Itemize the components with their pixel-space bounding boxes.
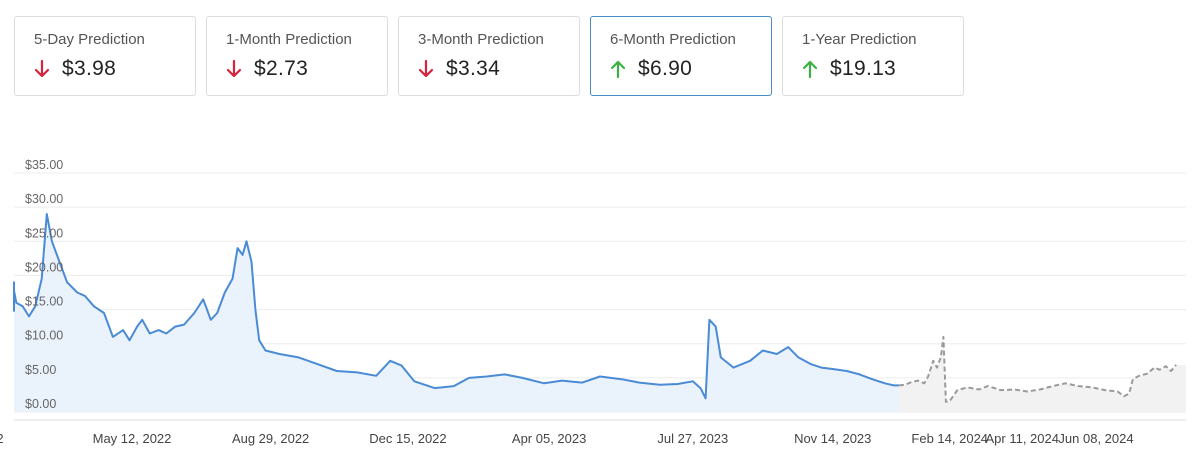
- y-tick-label: $25.00: [25, 226, 63, 240]
- prediction-card-value-row: $6.90: [610, 57, 771, 81]
- prediction-card-label: 1-Year Prediction: [802, 31, 917, 48]
- prediction-card-value: $3.34: [446, 57, 501, 80]
- y-tick-label: $5.00: [25, 363, 56, 377]
- prediction-card-value-row: $2.73: [226, 57, 387, 81]
- x-tick-label: Apr 11, 2024: [985, 431, 1058, 446]
- prediction-card-3-month[interactable]: 3-Month Prediction $3.34: [398, 16, 580, 96]
- chart-areas: [14, 214, 1186, 412]
- x-tick-label: Apr 05, 2023: [512, 431, 586, 446]
- prediction-card-value: $19.13: [830, 57, 897, 80]
- x-tick-label: Jun 08, 2024: [1058, 431, 1133, 446]
- arrow-up-icon: [802, 60, 818, 79]
- x-tick-label: May 12, 2022: [93, 431, 172, 446]
- y-tick-label: $0.00: [25, 397, 56, 411]
- y-axis: $0.00 $5.00 $10.00 $15.00 $20.00 $25.00 $30.00…: [25, 158, 63, 411]
- prediction-card-value-row: $3.34: [418, 57, 579, 81]
- x-tick-label: Dec 15, 2022: [369, 431, 446, 446]
- prediction-card-label: 3-Month Prediction: [418, 31, 544, 48]
- prediction-card-value: $3.98: [62, 57, 117, 80]
- x-tick-label: Jul 27, 2023: [657, 431, 728, 446]
- y-tick-label: $20.00: [25, 260, 63, 274]
- arrow-down-icon: [34, 59, 50, 78]
- prediction-card-value-row: $3.98: [34, 57, 195, 81]
- prediction-card-label: 6-Month Prediction: [610, 31, 736, 48]
- x-tick-label: Aug 29, 2022: [232, 431, 309, 446]
- x-axis: Jan 2022 May 12, 2022 Aug 29, 2022 Dec 15, …: [0, 431, 1134, 446]
- historical-area: [14, 214, 899, 412]
- arrow-down-icon: [226, 59, 242, 78]
- prediction-card-value-row: $19.13: [802, 57, 963, 81]
- x-tick-label: Jan 2022: [0, 431, 4, 446]
- x-tick-label: Feb 14, 2024: [911, 431, 988, 446]
- prediction-card-5-day[interactable]: 5-Day Prediction $3.98: [14, 16, 196, 96]
- prediction-card-1-year[interactable]: 1-Year Prediction $19.13: [782, 16, 964, 96]
- forecast-price-line: [898, 335, 1177, 403]
- prediction-card-label: 1-Month Prediction: [226, 31, 352, 48]
- prediction-card-value: $6.90: [638, 57, 693, 80]
- y-tick-label: $15.00: [25, 295, 63, 309]
- arrow-down-icon: [418, 59, 434, 78]
- prediction-cards: 5-Day Prediction $3.98 1-Month Predictio…: [14, 16, 964, 96]
- prediction-card-6-month[interactable]: 6-Month Prediction $6.90: [590, 16, 772, 96]
- x-tick-label: Nov 14, 2023: [794, 431, 871, 446]
- chart-lines: [13, 213, 1177, 403]
- y-tick-label: $10.00: [25, 329, 63, 343]
- forecast-area: [898, 336, 1186, 412]
- y-tick-label: $30.00: [25, 192, 63, 206]
- prediction-card-1-month[interactable]: 1-Month Prediction $2.73: [206, 16, 388, 96]
- prediction-card-value: $2.73: [254, 57, 309, 80]
- prediction-card-label: 5-Day Prediction: [34, 31, 145, 48]
- price-chart[interactable]: $0.00 $5.00 $10.00 $15.00 $20.00 $25.00 $30.00…: [0, 150, 1200, 458]
- arrow-up-icon: [610, 60, 626, 79]
- historical-price-line: [13, 213, 899, 400]
- y-tick-label: $35.00: [25, 158, 63, 172]
